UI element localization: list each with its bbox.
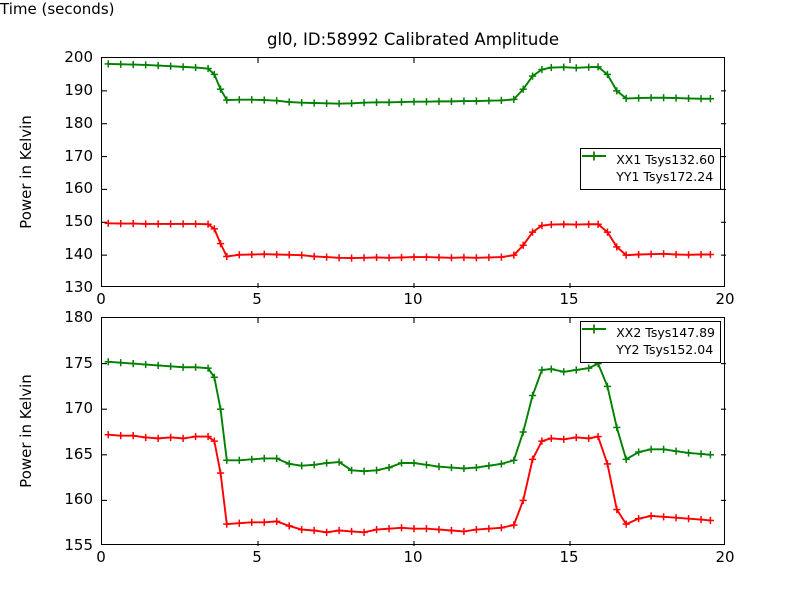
y-tick-label: 150	[64, 212, 93, 231]
x-tick-label: 10	[403, 548, 423, 566]
plot-panel-top[interactable]: XX1 Tsys132.60 YY1 Tsys172.24	[101, 57, 726, 288]
y-tick-label: 155	[64, 536, 93, 554]
x-axis-ticks-bottom: 0 5 10 15 20	[96, 548, 734, 568]
y-tick-label: 140	[64, 245, 93, 264]
y-tick-label: 200	[64, 48, 93, 66]
legend-marker-icon	[582, 324, 611, 358]
x-tick-label: 20	[715, 548, 735, 566]
x-tick-label: 0	[96, 548, 106, 566]
x-axis-label: Time (seconds)	[0, 0, 115, 18]
x-tick-label: 15	[559, 548, 579, 566]
x-tick-label: 15	[559, 290, 579, 308]
y-tick-label: 160	[64, 179, 93, 198]
plot-panel-bottom[interactable]: XX2 Tsys147.89 YY2 Tsys152.04	[101, 317, 726, 546]
legend-item: YY1 Tsys172.24	[582, 151, 715, 186]
x-tick-label: 10	[403, 290, 423, 308]
y-axis-ticks-top: 130 140 150 160 170 180 190 200	[47, 48, 93, 296]
legend-label: XX2 Tsys147.89	[616, 325, 715, 341]
legend-item: YY2 Tsys152.04	[582, 324, 715, 359]
legend-top[interactable]: XX1 Tsys132.60 YY1 Tsys172.24	[580, 148, 721, 190]
y-tick-label: 190	[64, 80, 93, 99]
x-axis-ticks-top: 0 5 10 15 20	[96, 290, 734, 310]
y-axis-ticks-bottom: 155 160 165 170 175 180	[47, 308, 93, 554]
y-tick-label: 180	[64, 308, 93, 326]
y-axis-label-top: Power in Kelvin	[17, 115, 35, 229]
y-tick-label: 160	[64, 490, 93, 509]
legend-bottom[interactable]: XX2 Tsys147.89 YY2 Tsys152.04	[580, 321, 721, 363]
x-tick-label: 0	[96, 290, 106, 308]
legend-label: XX1 Tsys132.60	[616, 152, 715, 168]
legend-label: YY2 Tsys152.04	[616, 342, 714, 358]
y-tick-label: 170	[64, 146, 93, 165]
x-tick-label: 20	[715, 290, 735, 308]
x-tick-label: 5	[252, 290, 262, 308]
y-tick-label: 170	[64, 399, 93, 418]
plot-lines-top	[102, 58, 726, 288]
figure-title: gl0, ID:58992 Calibrated Amplitude	[267, 30, 559, 49]
y-tick-label: 130	[64, 278, 93, 296]
x-tick-label: 5	[252, 548, 262, 566]
y-tick-label: 175	[64, 353, 93, 372]
y-axis-label-bottom: Power in Kelvin	[17, 374, 35, 488]
legend-label: YY1 Tsys172.24	[616, 169, 714, 185]
y-tick-label: 165	[64, 444, 93, 463]
plot-lines-bottom	[102, 318, 726, 546]
legend-marker-icon	[582, 151, 611, 185]
y-tick-label: 180	[64, 113, 93, 132]
